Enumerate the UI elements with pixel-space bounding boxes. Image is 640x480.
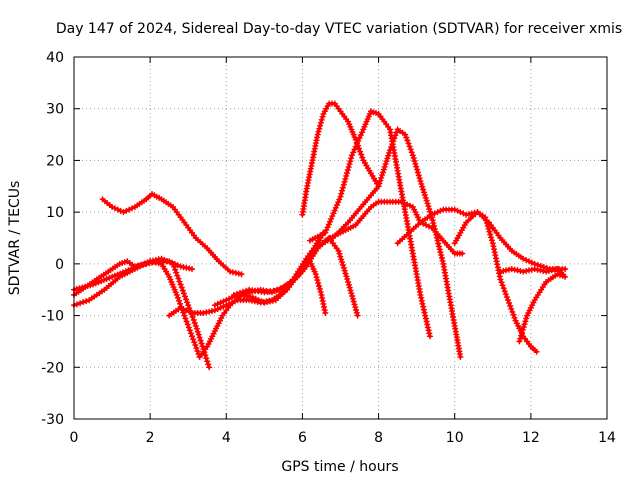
series-track-8 bbox=[230, 235, 361, 319]
x-tick-label: 14 bbox=[598, 430, 616, 446]
x-tick-label: 0 bbox=[70, 430, 79, 446]
x-axis-label: GPS time / hours bbox=[281, 459, 398, 475]
x-tick-label: 8 bbox=[374, 430, 383, 446]
series-markers bbox=[322, 198, 466, 257]
series-track-6 bbox=[196, 235, 323, 360]
x-tick-label: 12 bbox=[522, 430, 540, 446]
x-tick-label: 2 bbox=[146, 430, 155, 446]
y-axis-label: SDTVAR / TECUs bbox=[7, 181, 23, 296]
x-tick-label: 10 bbox=[446, 430, 464, 446]
plot-frame bbox=[73, 56, 608, 420]
series-track-10 bbox=[307, 108, 433, 340]
axis-layer: 0 2 4 6 8 10 12 14 -30 -20 -10 0 10 20 30 40 bbox=[41, 50, 616, 446]
series-markers bbox=[196, 235, 323, 360]
y-tick-label: 40 bbox=[46, 50, 64, 66]
series-track-14 bbox=[451, 209, 540, 355]
series-track-15 bbox=[497, 266, 569, 345]
y-tick-label: -20 bbox=[41, 360, 64, 376]
y-tick-label: -30 bbox=[41, 412, 64, 428]
y-tick-label: 20 bbox=[46, 153, 64, 169]
series-track-11 bbox=[314, 126, 464, 360]
series-markers bbox=[307, 108, 433, 340]
x-tick-label: 4 bbox=[222, 430, 231, 446]
y-tick-label: 10 bbox=[46, 205, 64, 221]
series-markers bbox=[230, 235, 361, 319]
series-line bbox=[198, 236, 322, 359]
series-markers bbox=[99, 191, 245, 278]
series-markers bbox=[314, 126, 464, 360]
series-track-12 bbox=[322, 198, 466, 257]
y-tick-label: 30 bbox=[46, 102, 64, 118]
series-markers bbox=[497, 266, 569, 345]
data-layer bbox=[71, 100, 569, 371]
y-tick-label: -10 bbox=[41, 309, 64, 325]
chart-title: Day 147 of 2024, Sidereal Day-to-day VTE… bbox=[56, 21, 622, 37]
series-track-1 bbox=[99, 191, 245, 278]
series-line bbox=[308, 109, 432, 338]
y-tick-label: 0 bbox=[55, 257, 64, 273]
x-tick-label: 6 bbox=[298, 430, 307, 446]
